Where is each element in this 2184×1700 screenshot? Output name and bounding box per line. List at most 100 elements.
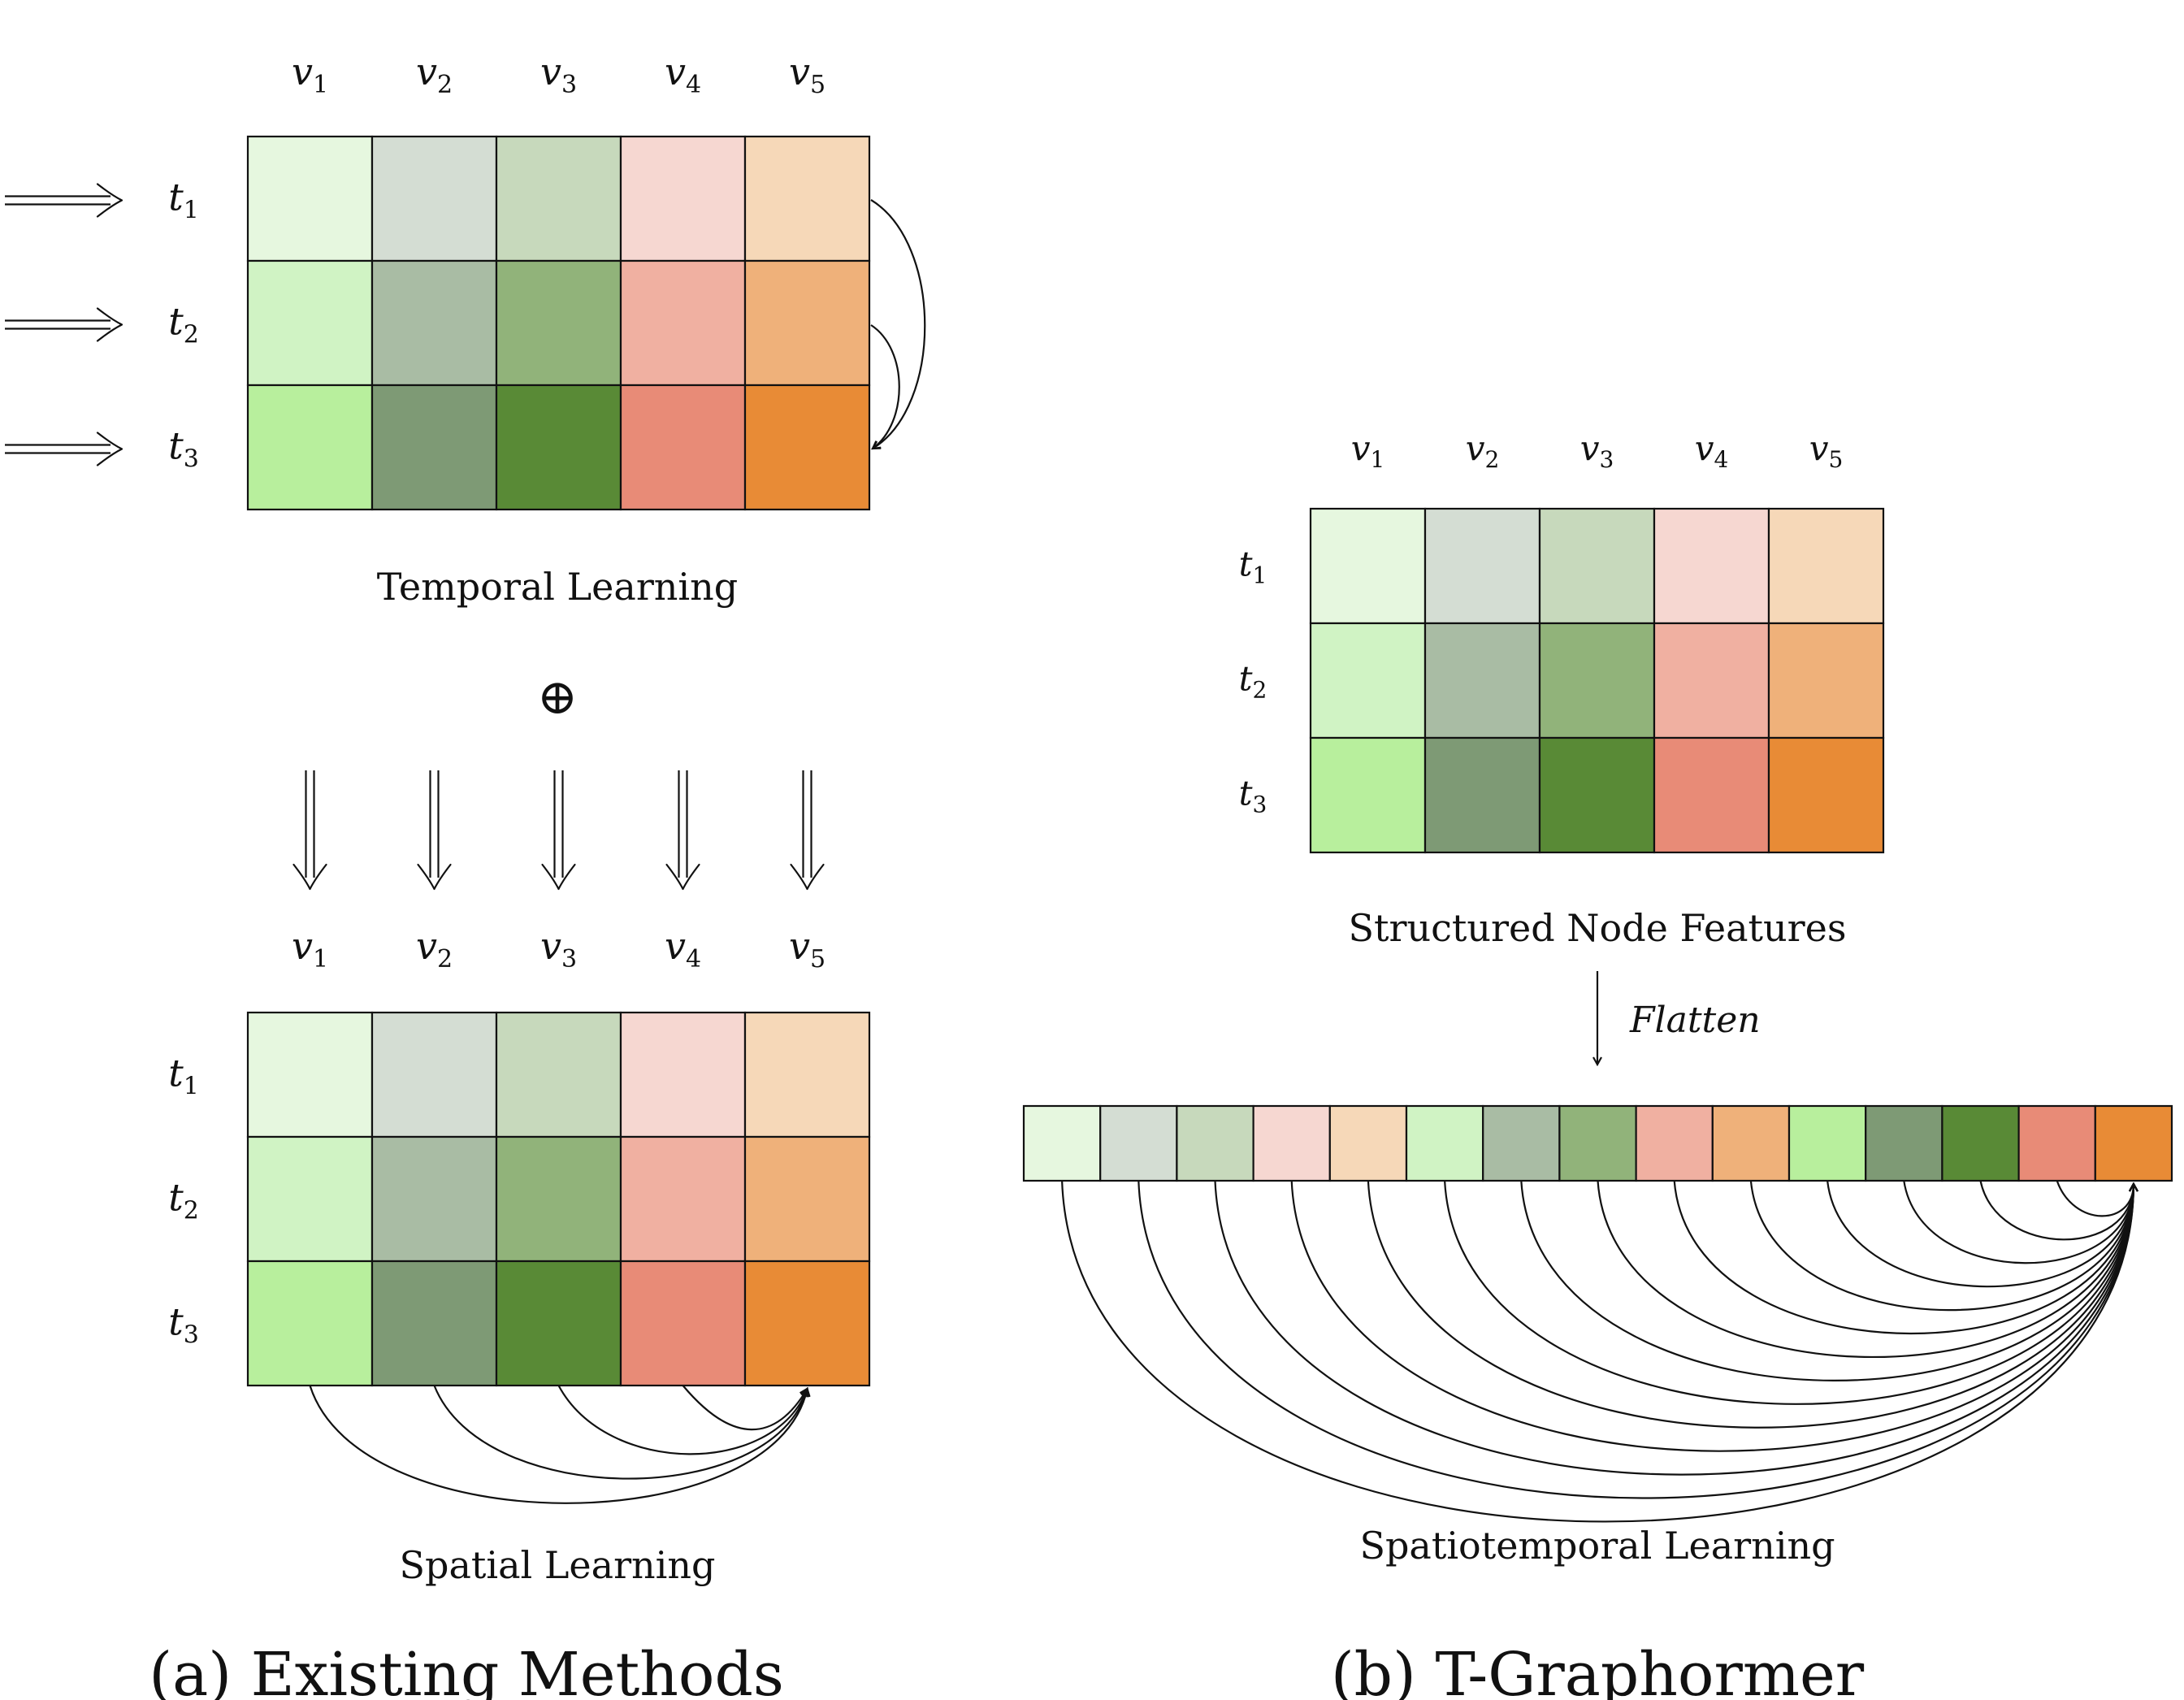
structured-cell-t1-v4 <box>1653 507 1770 625</box>
temporal-cell-t3-v4 <box>619 384 747 511</box>
temporal-row-header-t3: t3 <box>168 424 199 474</box>
sequence-token-t1-v1 <box>1022 1104 1102 1182</box>
spatial-col-header-v1: v1 <box>292 924 328 974</box>
structured-cell-t1-v2 <box>1424 507 1541 625</box>
temporal-col-header-v5: v5 <box>789 50 826 99</box>
temporal-col-header-v2: v2 <box>416 50 453 99</box>
spatiotemporal-arc-5 <box>1367 1180 2134 1429</box>
spatial-input-arrow-v5 <box>790 770 825 891</box>
structured-row-header-t2: t2 <box>1239 659 1268 704</box>
sequence-token-t3-v3 <box>1941 1104 2020 1182</box>
structured-row-header-t1: t1 <box>1239 544 1268 589</box>
panel-a: v1 v2 v3 v4 v5 t1 t2 t3 Temporal Learning ⊕ v1… <box>5 50 926 1700</box>
spatiotemporal-arc-6 <box>1444 1180 2134 1405</box>
structured-cell-t2-v3 <box>1538 622 1656 739</box>
panel-b: v1 v2 v3 v4 v5 t1 t2 t3 Structured Node Featur… <box>1022 428 2173 1700</box>
structured-col-header-v1: v1 <box>1351 428 1385 473</box>
spatial-cell-t1-v4 <box>619 1011 747 1138</box>
spatial-cell-t1-v1 <box>246 1011 374 1138</box>
sequence-token-t1-v3 <box>1176 1104 1254 1182</box>
temporal-cell-t2-v1 <box>246 259 374 387</box>
spatial-cell-t2-v3 <box>495 1135 622 1263</box>
structured-cell-t1-v3 <box>1538 507 1656 625</box>
spatial-arc-v4-v5 <box>682 1385 808 1431</box>
temporal-cell-t1-v3 <box>495 135 622 262</box>
sequence-token-t3-v4 <box>2017 1104 2096 1182</box>
spatial-attention-arcs <box>309 1385 808 1504</box>
structured-cell-t2-v2 <box>1424 622 1541 739</box>
temporal-row-header-t2: t2 <box>168 300 199 349</box>
temporal-input-arrows <box>5 183 124 466</box>
temporal-row-headers: t1 t2 t3 <box>168 176 199 474</box>
spatial-arc-v2-v5 <box>433 1385 808 1480</box>
sequence-token-t1-v5 <box>1328 1104 1408 1182</box>
input-arrow-t1 <box>5 183 124 218</box>
spatial-cell-t2-v4 <box>619 1135 747 1263</box>
temporal-col-header-v3: v3 <box>540 50 577 99</box>
input-arrow-t2 <box>5 307 124 342</box>
structured-cell-t2-v1 <box>1309 622 1427 739</box>
spatiotemporal-arc-1 <box>1061 1180 2134 1523</box>
spatiotemporal-arc-7 <box>1520 1180 2134 1381</box>
structured-cell-t1-v5 <box>1767 507 1885 625</box>
spatiotemporal-arc-9 <box>1673 1180 2134 1335</box>
temporal-cell-t2-v2 <box>370 259 498 387</box>
flatten-label: Flatten <box>1629 1000 1761 1041</box>
temporal-col-header-v4: v4 <box>665 50 701 99</box>
sequence-token-t2-v1 <box>1405 1104 1484 1182</box>
spatial-row-header-t2: t2 <box>168 1176 199 1225</box>
sequence-token-t3-v2 <box>1865 1104 1944 1182</box>
spatial-col-header-v2: v2 <box>416 924 453 974</box>
spatial-cell-t3-v3 <box>495 1260 622 1387</box>
temporal-cell-t1-v5 <box>743 135 871 262</box>
temporal-cell-t3-v5 <box>743 384 871 511</box>
temporal-cell-t2-v4 <box>619 259 747 387</box>
spatiotemporal-arc-11 <box>1826 1180 2134 1288</box>
spatial-learning-label: Spatial Learning <box>400 1543 716 1587</box>
spatiotemporal-arc-14 <box>2056 1180 2134 1217</box>
temporal-grid <box>246 135 871 511</box>
spatiotemporal-arc-10 <box>1749 1180 2134 1312</box>
spatiotemporal-arc-8 <box>1597 1180 2134 1358</box>
spatial-row-header-t1: t1 <box>168 1052 199 1101</box>
spatial-cell-t2-v2 <box>370 1135 498 1263</box>
temporal-cell-t2-v3 <box>495 259 622 387</box>
temporal-cell-t1-v2 <box>370 135 498 262</box>
temporal-arc-t2-t3 <box>870 324 900 449</box>
sequence-token-t2-v3 <box>1558 1104 1637 1182</box>
structured-node-features-label: Structured Node Features <box>1349 906 1847 950</box>
temporal-cell-t3-v2 <box>370 384 498 511</box>
sequence-token-t2-v5 <box>1711 1104 1791 1182</box>
spatial-column-headers: v1 v2 v3 v4 v5 <box>292 924 826 974</box>
spatial-cell-t3-v4 <box>619 1260 747 1387</box>
spatial-arc-v3-v5 <box>557 1385 808 1455</box>
temporal-cell-t1-v4 <box>619 135 747 262</box>
spatial-arc-v1-v5 <box>309 1385 808 1504</box>
panel-b-caption: (b) T-Graphormer <box>1331 1640 1865 1700</box>
sequence-token-t3-v1 <box>1788 1104 1867 1182</box>
temporal-attention-arcs <box>870 199 926 449</box>
temporal-learning-label: Temporal Learning <box>377 565 738 609</box>
sequence-token-t1-v4 <box>1252 1104 1331 1182</box>
sequence-token-t2-v2 <box>1482 1104 1561 1182</box>
structured-cell-t3-v4 <box>1653 736 1770 854</box>
spatial-cell-t2-v1 <box>246 1135 374 1263</box>
structured-col-header-v2: v2 <box>1466 428 1500 473</box>
spatial-col-header-v3: v3 <box>540 924 577 974</box>
temporal-cell-t1-v1 <box>246 135 374 262</box>
spatial-col-header-v5: v5 <box>789 924 826 974</box>
spatial-cell-t1-v3 <box>495 1011 622 1138</box>
structured-cell-t3-v2 <box>1424 736 1541 854</box>
spatial-cell-t3-v2 <box>370 1260 498 1387</box>
temporal-cell-t2-v5 <box>743 259 871 387</box>
spatial-input-arrow-v4 <box>665 770 700 891</box>
structured-row-headers: t1 t2 t3 <box>1239 544 1268 818</box>
spatial-input-arrows <box>292 770 825 891</box>
structured-col-header-v4: v4 <box>1695 428 1729 473</box>
spatial-cell-t1-v5 <box>743 1011 871 1138</box>
structured-row-header-t3: t3 <box>1239 774 1268 818</box>
sequence-token-t1-v2 <box>1099 1104 1178 1182</box>
spatial-input-arrow-v2 <box>417 770 452 891</box>
spatial-grid <box>246 1011 871 1387</box>
